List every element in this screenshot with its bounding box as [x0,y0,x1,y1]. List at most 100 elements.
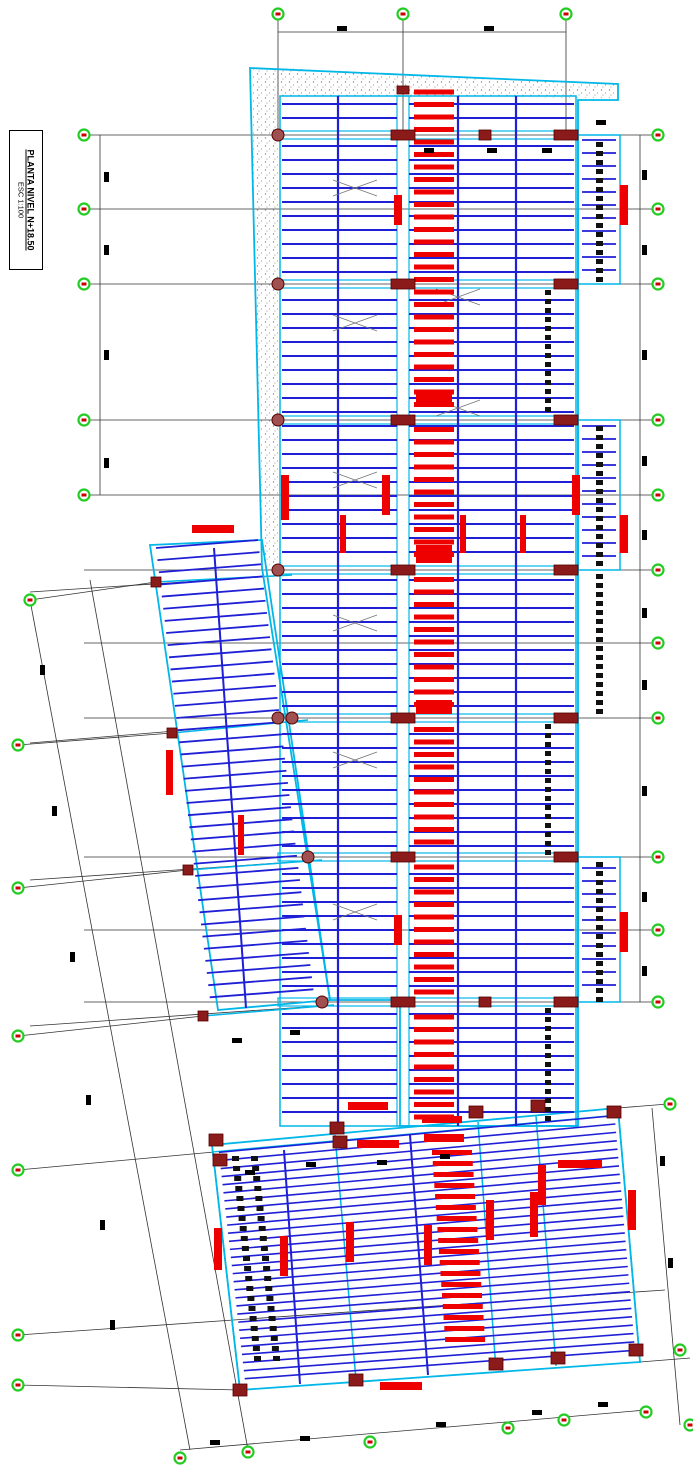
stirrup-mark [237,1206,245,1211]
rebar-mark [414,239,454,245]
hatched-area [250,68,280,565]
stirrup-mark [596,160,603,165]
stirrup-mark [545,742,551,747]
stirrup-mark [596,997,603,1002]
column-icon [553,564,579,576]
stirrup-mark [254,1356,261,1361]
stirrup-mark [262,1256,269,1261]
hatched-area [280,68,615,98]
rebar-mark [422,1116,462,1123]
stirrup-mark [268,1316,276,1321]
stirrup-mark [248,1306,256,1311]
stirrup-mark [545,841,551,846]
grid-line [617,1103,669,1109]
stirrup-mark [545,1116,551,1121]
column-icon [271,563,285,577]
rebar-mark [414,452,454,457]
stirrup-mark [545,724,551,729]
stirrup-mark [596,628,603,633]
stirrup-mark [596,214,603,219]
joist-line [240,1307,632,1340]
column-icon [530,1099,546,1113]
stirrup-mark [596,673,603,678]
grid-bubble-mark [655,282,661,286]
dimension-mark [110,1320,115,1330]
dimension-marks [40,26,673,1445]
rebar-mark [414,977,454,982]
joist-line [228,1198,622,1234]
stirrup-mark [241,1246,249,1251]
stirrup-mark [596,592,603,597]
joist-line [200,915,305,926]
rebar-mark [414,527,454,532]
stirrup-mark [596,691,603,696]
column-icon [150,576,162,588]
drawing-title-block: PLANTA NIVEL N+18.50 ESC 1:100 [17,149,36,250]
rebar-mark [414,1102,454,1107]
rebar-mark [280,1236,288,1276]
dimension-mark [300,1436,310,1441]
stirrup-mark [596,169,603,174]
rebar-mark [281,475,289,520]
stirrup-mark [232,1156,239,1161]
column-icon [606,1105,622,1119]
column-icon [550,1351,566,1365]
stirrup-mark [234,1176,242,1181]
rebar-mark [414,902,454,907]
rebar-mark [414,639,454,645]
stirrup-mark [545,353,551,358]
dimension-mark [377,1160,387,1165]
column-icon [390,129,416,141]
stirrup-mark [246,1286,254,1291]
rebar-mark [441,1282,482,1287]
dimension-mark [290,1030,300,1035]
stirrup-mark [596,552,603,557]
stirrup-mark [596,151,603,156]
rebar-mark [414,314,454,320]
grid-bubble-mark [81,133,87,137]
joist-line [240,1315,633,1348]
column-icon [468,1105,484,1119]
dimension-mark [337,26,347,31]
rebar-mark [436,1216,477,1221]
rebar-mark [414,377,454,382]
grid-bubble-mark [15,1333,21,1337]
column-icon [348,1373,364,1387]
dimension-line [651,1107,681,1426]
stirrup-mark [244,1266,252,1271]
joist-line [236,1274,629,1307]
stirrup-mark [258,1226,266,1231]
rebar-mark [416,545,452,563]
grid-bubbles [11,7,693,1465]
column-icon [478,129,492,141]
rebar-mark [414,1027,454,1032]
stirrup-mark [545,1080,551,1085]
stirrup-mark [596,943,603,948]
stirrup-mark [273,1356,280,1361]
stirrup-mark [238,1216,246,1221]
stirrup-mark [545,317,551,322]
stirrup-mark [253,1176,261,1181]
rebar-mark [414,839,454,845]
stirrup-mark [252,1346,260,1351]
stirrup-mark [596,232,603,237]
joist-line [160,575,263,586]
rebar-mark [414,327,454,332]
joist-line [196,879,300,889]
grid-line [29,1004,335,1027]
joist-line [184,781,288,792]
stirrup-mark [251,1336,259,1341]
joist-line [228,1207,623,1243]
stirrup-mark [251,1156,258,1161]
stirrup-mark [545,398,551,403]
stirrup-mark [596,480,603,485]
grid-bubble-mark [563,12,569,16]
rebar-mark [414,1077,454,1082]
beam-outline [396,95,410,1127]
dimension-mark [86,1095,91,1105]
column-icon [553,851,579,863]
dimension-mark [100,1220,105,1230]
rebar-mark [394,915,402,945]
beam-outline [617,1107,641,1363]
rebar-mark [414,127,454,132]
